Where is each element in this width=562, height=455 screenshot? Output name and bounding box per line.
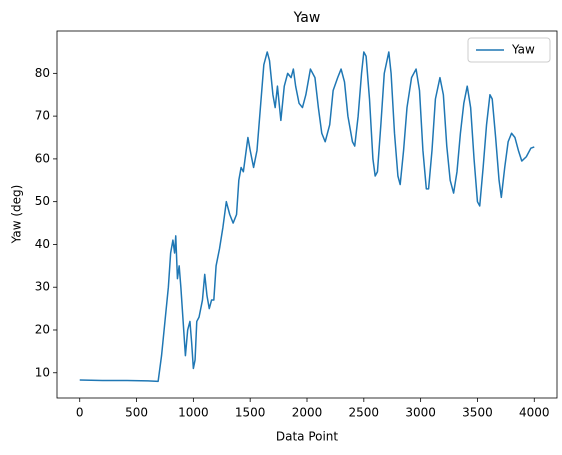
y-tick-label: 10	[35, 365, 50, 379]
axes-frame	[56, 30, 558, 399]
legend-box	[467, 37, 551, 63]
x-tick-label: 3000	[405, 406, 436, 420]
x-tick-label: 2000	[292, 406, 323, 420]
chart-title: Yaw	[293, 10, 321, 26]
x-tick-label: 0	[76, 406, 84, 420]
x-tick-label: 2500	[349, 406, 380, 420]
x-tick-label: 500	[125, 406, 148, 420]
x-tick-label: 4000	[519, 406, 550, 420]
legend-label: Yaw	[511, 43, 535, 57]
x-tick-label: 1500	[235, 406, 266, 420]
x-tick-label: 3500	[462, 406, 493, 420]
y-tick-label: 40	[35, 237, 50, 251]
x-tick-label: 1000	[178, 406, 209, 420]
y-tick-label: 70	[35, 109, 50, 123]
y-tick-label: 20	[35, 322, 50, 336]
y-tick-label: 80	[35, 66, 50, 80]
x-axis-label: Data Point	[276, 430, 339, 444]
y-tick-label: 50	[35, 194, 50, 208]
y-axis-label: Yaw (deg)	[10, 185, 24, 245]
y-tick-label: 30	[35, 280, 50, 294]
data-line	[79, 51, 535, 383]
y-tick-label: 60	[35, 151, 50, 165]
